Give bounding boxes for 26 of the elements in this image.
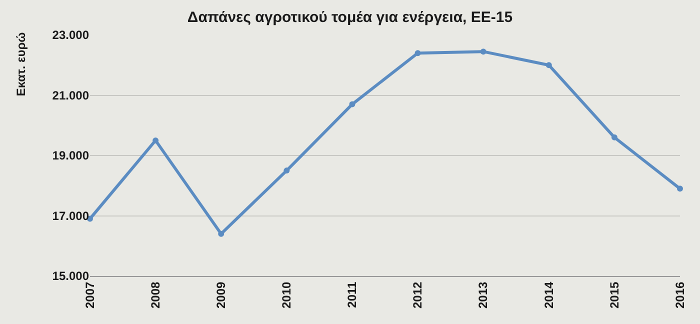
x-tick-label: 2009 [214,281,228,309]
point [611,134,618,140]
point [546,62,552,68]
x-tick-label: 2010 [280,281,294,309]
point [349,101,356,108]
point [218,230,224,237]
x-tick-label: 2015 [607,281,622,309]
point [284,168,290,174]
point [152,137,159,144]
y-axis-title: Εκατ. ευρώ [14,32,28,96]
x-tick-label: 2011 [345,281,360,308]
y-tick-label: 17.000 [52,208,90,223]
x-tick-label: 2008 [148,281,162,309]
y-tick-label: 15.000 [52,269,90,284]
x-tick-label: 2016 [672,281,687,309]
chart-title: Δαπάνες αγροτικού τομέα για ενέργεια, ΕΕ-15 [187,8,513,26]
x-tick-label: 2014 [542,281,556,309]
x-tick-label: 2013 [476,281,490,309]
y-tick-label: 23.000 [52,28,90,42]
y-tick-label: 19.000 [52,148,90,163]
y-tick-label: 21.000 [52,88,90,102]
point [480,48,486,55]
x-tick-label: 2007 [82,281,97,309]
x-tick-label: 2012 [410,281,425,309]
point [414,50,421,56]
point [677,186,683,192]
